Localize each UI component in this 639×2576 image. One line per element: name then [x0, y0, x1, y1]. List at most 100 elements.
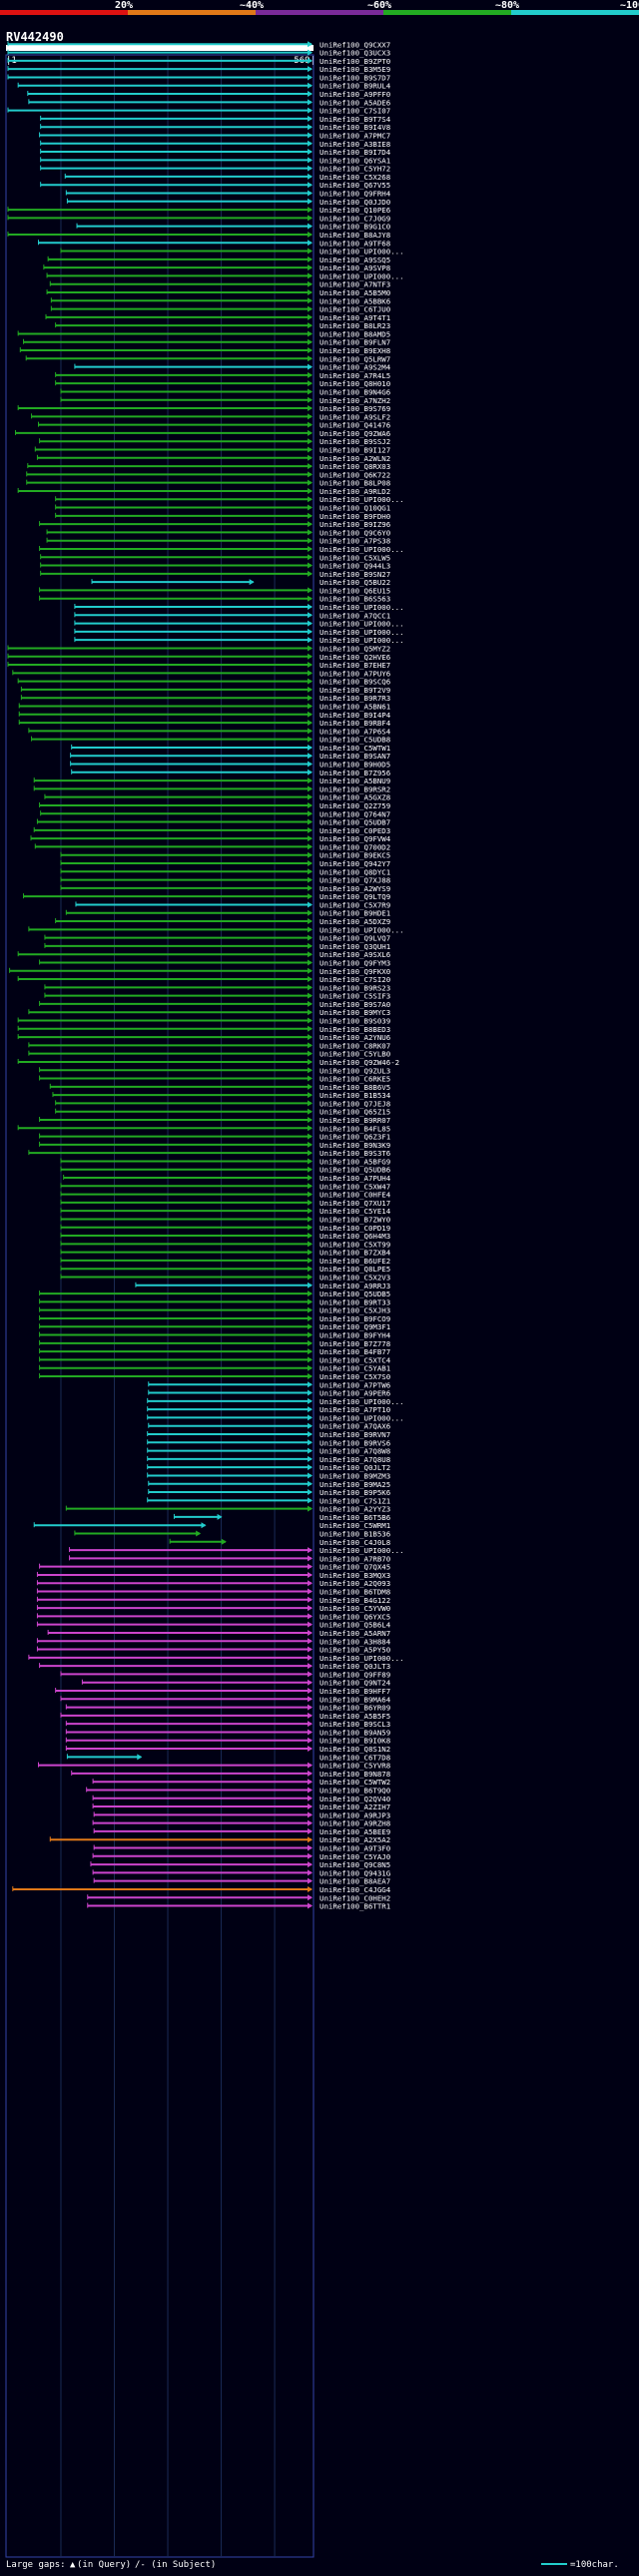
- hit-row[interactable]: UniRef100_B9N3K9: [39, 1141, 391, 1150]
- hit-row[interactable]: UniRef100_C4J0L8: [169, 1538, 390, 1547]
- hit-row[interactable]: UniRef100_B6T5B6: [173, 1513, 390, 1522]
- hit-name-label[interactable]: UniRef100_B9R7R3: [320, 694, 390, 703]
- hit-row[interactable]: UniRef100_Q0JLT2: [147, 1463, 391, 1472]
- hit-name-label[interactable]: UniRef100_A5B5M0: [320, 288, 390, 297]
- hit-name-label[interactable]: UniRef100_B9T2V9: [320, 686, 390, 695]
- hit-row[interactable]: UniRef100_UPI000...: [28, 925, 404, 934]
- hit-name-label[interactable]: UniRef100_A2YYZ3: [320, 1505, 390, 1514]
- hit-row[interactable]: UniRef100_Q9431G: [92, 1868, 390, 1877]
- hit-name-label[interactable]: UniRef100_Q9LTQ9: [320, 892, 390, 901]
- hit-name-label[interactable]: UniRef100_B9EXH8: [320, 346, 390, 355]
- hit-name-label[interactable]: UniRef100_B9SAN7: [320, 752, 390, 761]
- hit-name-label[interactable]: UniRef100_B9FDH0: [320, 512, 390, 521]
- hit-row[interactable]: UniRef100_B9S3T6: [28, 1149, 390, 1158]
- hit-name-label[interactable]: UniRef100_B9I4V8: [320, 123, 390, 132]
- hit-name-label[interactable]: UniRef100_A5GXZ8: [320, 793, 390, 802]
- hit-name-label[interactable]: UniRef100_A7PMC7: [320, 131, 390, 140]
- hit-name-label[interactable]: UniRef100_B7ZWY0: [320, 1215, 390, 1224]
- hit-name-label[interactable]: UniRef100_A9RRJ3: [320, 1282, 390, 1290]
- hit-row[interactable]: UniRef100_Q2HVE6: [7, 653, 390, 662]
- hit-row[interactable]: UniRef100_UPI000...: [74, 628, 404, 637]
- hit-name-label[interactable]: UniRef100_B9MYC3: [320, 1008, 390, 1017]
- hit-row[interactable]: UniRef100_A7PUH4: [63, 1174, 391, 1183]
- hit-row[interactable]: UniRef100_C7SI20: [17, 975, 390, 984]
- hit-name-label[interactable]: UniRef100_B9MZM3: [320, 1471, 390, 1480]
- hit-name-label[interactable]: UniRef100_Q7XU17: [320, 1199, 390, 1208]
- hit-name-label[interactable]: UniRef100_A5BNU9: [320, 776, 390, 785]
- hit-name-label[interactable]: UniRef100_A7RB70: [320, 1554, 390, 1563]
- hit-row[interactable]: UniRef100_UPI000...: [60, 248, 404, 257]
- hit-row[interactable]: UniRef100_B9FCO9: [39, 1314, 391, 1323]
- hit-name-label[interactable]: UniRef100_B9RVS6: [320, 1438, 390, 1447]
- hit-row[interactable]: UniRef100_B9RS23: [44, 983, 390, 992]
- hit-row[interactable]: UniRef100_A7Q8W8: [147, 1447, 391, 1456]
- hit-row[interactable]: UniRef100_B8B6V5: [49, 1083, 390, 1092]
- hit-name-label[interactable]: UniRef100_Q7QX45: [320, 1563, 390, 1572]
- hit-row[interactable]: UniRef100_A2ZIH7: [92, 1803, 390, 1811]
- hit-row[interactable]: UniRef100_C5YVW0: [36, 1604, 390, 1613]
- hit-name-label[interactable]: UniRef100_Q41476: [320, 421, 390, 430]
- hit-name-label[interactable]: UniRef100_B1B534: [320, 1091, 391, 1100]
- hit-name-label[interactable]: UniRef100_Q8S1N2: [320, 1745, 390, 1754]
- hit-row[interactable]: UniRef100_C0PD19: [60, 1224, 390, 1233]
- hit-row[interactable]: UniRef100_B9IZ96: [39, 520, 391, 529]
- hit-row[interactable]: UniRef100_Q8RX03: [27, 462, 390, 471]
- hit-row[interactable]: UniRef100_Q7XU17: [60, 1199, 390, 1208]
- hit-row[interactable]: UniRef100_B9RSR2: [33, 784, 390, 793]
- hit-name-label[interactable]: UniRef100_Q9ZW46-2: [320, 1058, 399, 1067]
- hit-name-label[interactable]: UniRef100_B9S039: [320, 1017, 390, 1026]
- hit-name-label[interactable]: UniRef100_B8AJY8: [320, 231, 390, 240]
- hit-name-label[interactable]: UniRef100_A2ZIH7: [320, 1803, 390, 1811]
- hit-row[interactable]: UniRef100_A5BN61: [18, 702, 390, 711]
- hit-row[interactable]: UniRef100_Q67V55: [40, 181, 391, 190]
- hit-name-label[interactable]: UniRef100_B9EKC5: [320, 851, 390, 860]
- hit-name-label[interactable]: UniRef100_B8B6V5: [320, 1083, 390, 1092]
- hit-row[interactable]: UniRef100_B8AEA7: [93, 1877, 390, 1886]
- hit-row[interactable]: UniRef100_B9HFF7: [55, 1687, 391, 1696]
- hit-name-label[interactable]: UniRef100_B9IZ96: [320, 520, 390, 529]
- hit-row[interactable]: UniRef100_Q9M3F1: [39, 1322, 391, 1331]
- hit-row[interactable]: UniRef100_A3H884: [36, 1637, 391, 1646]
- hit-row[interactable]: UniRef100_Q9ZWA6: [14, 429, 390, 438]
- hit-name-label[interactable]: UniRef100_A5ARN7: [320, 1629, 390, 1638]
- hit-name-label[interactable]: UniRef100_B9I0K8: [320, 1737, 390, 1746]
- hit-name-label[interactable]: UniRef100_A7PT10: [320, 1405, 390, 1414]
- hit-name-label[interactable]: UniRef100_A7PTW6: [320, 1380, 390, 1389]
- hit-row[interactable]: UniRef100_B4FB77: [39, 1347, 391, 1356]
- hit-name-label[interactable]: UniRef100_C0HEH2: [320, 1893, 390, 1902]
- hit-row[interactable]: UniRef100_C5XJH3: [39, 1306, 391, 1315]
- hit-row[interactable]: UniRef100_Q0JJD0: [66, 198, 390, 207]
- hit-row[interactable]: UniRef100_B9R7R3: [20, 694, 390, 703]
- hit-name-label[interactable]: UniRef100_A9SLF2: [320, 412, 390, 421]
- hit-name-label[interactable]: UniRef100_C5X2V3: [320, 1274, 390, 1283]
- hit-row[interactable]: UniRef100_A7QCC1: [74, 611, 390, 620]
- hit-name-label[interactable]: UniRef100_B9RBF4: [320, 719, 391, 728]
- hit-name-label[interactable]: UniRef100_Q944L3: [320, 562, 390, 571]
- hit-row[interactable]: UniRef100_A5DXZ9: [55, 917, 391, 926]
- hit-name-label[interactable]: UniRef100_A9SSQ5: [320, 256, 390, 264]
- hit-name-label[interactable]: UniRef100_UPI000...: [320, 603, 404, 612]
- hit-name-label[interactable]: UniRef100_B9N878: [320, 1770, 390, 1779]
- hit-row[interactable]: UniRef100_A7NZH2: [60, 396, 390, 405]
- hit-row[interactable]: UniRef100_B9SAN7: [70, 752, 391, 761]
- hit-name-label[interactable]: UniRef100_UPI000...: [320, 925, 404, 934]
- hit-name-label[interactable]: UniRef100_B9RVN7: [320, 1430, 390, 1439]
- hit-row[interactable]: UniRef100_A5B5M0: [46, 288, 390, 297]
- hit-name-label[interactable]: UniRef100_A9PER6: [320, 1389, 390, 1398]
- hit-name-label[interactable]: UniRef100_A9RLD2: [320, 487, 390, 496]
- hit-name-label[interactable]: UniRef100_B4FL85: [320, 1124, 390, 1133]
- hit-name-label[interactable]: UniRef100_A9S2M4: [320, 363, 391, 372]
- hit-name-label[interactable]: UniRef100_B9I127: [320, 446, 390, 455]
- hit-name-label[interactable]: UniRef100_B6TTR1: [320, 1902, 390, 1911]
- hit-name-label[interactable]: UniRef100_Q9M3F1: [320, 1322, 390, 1331]
- hit-name-label[interactable]: UniRef100_Q8LPE5: [320, 1265, 390, 1274]
- hit-name-label[interactable]: UniRef100_C7SI07: [320, 107, 390, 116]
- hit-name-label[interactable]: UniRef100_C7S1Z1: [320, 1496, 390, 1505]
- hit-row[interactable]: UniRef100_Q5UDB7: [36, 818, 390, 827]
- hit-row[interactable]: UniRef100_UPI000...: [28, 1654, 404, 1663]
- hit-row[interactable]: UniRef100_B6TDM8: [36, 1588, 390, 1597]
- hit-name-label[interactable]: UniRef100_C5X7R9: [320, 900, 390, 909]
- hit-name-label[interactable]: UniRef100_C5X268: [320, 173, 390, 182]
- hit-row[interactable]: UniRef100_A9SVP8: [43, 263, 390, 272]
- hit-row[interactable]: UniRef100_B9EXH8: [19, 346, 390, 355]
